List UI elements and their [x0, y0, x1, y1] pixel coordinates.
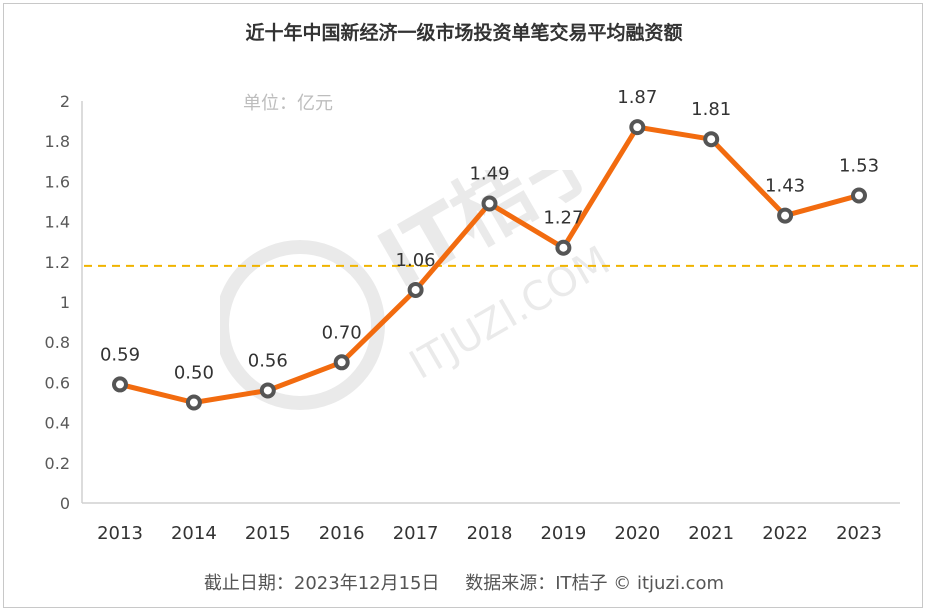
footer-source: 数据来源：IT桔子 © itjuzi.com — [465, 573, 725, 594]
x-tick-label: 2022 — [762, 523, 808, 544]
data-label: 0.59 — [100, 344, 140, 365]
unit-label: 单位：亿元 — [243, 93, 333, 114]
x-tick-label: 2020 — [614, 523, 660, 544]
data-label: 0.56 — [248, 350, 288, 371]
data-point — [629, 119, 646, 136]
y-tick-label: 1.2 — [45, 253, 70, 272]
data-point — [112, 376, 128, 393]
y-tick-label: 2 — [60, 92, 70, 111]
data-label: 1.87 — [617, 87, 657, 108]
x-tick-label: 2014 — [171, 523, 217, 544]
footer: 截止日期：2023年12月15日 数据来源：IT桔子 © itjuzi.com — [0, 569, 928, 595]
data-label: 0.50 — [174, 363, 214, 384]
x-tick-label: 2023 — [836, 523, 882, 544]
chart-title: 近十年中国新经济一级市场投资单笔交易平均融资额 — [245, 22, 683, 44]
data-point — [407, 281, 424, 298]
data-label: 1.53 — [839, 155, 879, 176]
data-label: 1.27 — [543, 208, 583, 229]
x-tick-label: 2017 — [393, 523, 439, 544]
data-label: 1.81 — [691, 99, 731, 120]
chart-frame — [3, 3, 923, 608]
y-tick-label: 0.2 — [45, 454, 70, 473]
data-label: 1.43 — [765, 176, 805, 197]
data-point — [851, 187, 867, 204]
footer-date: 截止日期：2023年12月15日 — [203, 573, 440, 594]
x-tick-label: 2013 — [97, 523, 143, 544]
y-tick-label: 1.6 — [45, 172, 70, 191]
x-tick-label: 2019 — [540, 523, 586, 544]
data-point — [481, 195, 498, 212]
y-tick-label: 0.6 — [45, 373, 70, 392]
y-tick-label: 0.8 — [45, 333, 70, 352]
data-label: 0.70 — [322, 322, 362, 343]
data-point — [185, 394, 202, 411]
data-point — [333, 354, 350, 371]
y-tick-label: 1.4 — [45, 213, 70, 232]
data-label: 1.49 — [469, 164, 509, 185]
y-tick-label: 0 — [60, 494, 70, 513]
x-tick-label: 2015 — [245, 523, 291, 544]
data-point — [259, 382, 276, 399]
data-label: 1.06 — [396, 250, 436, 271]
x-tick-label: 2018 — [467, 523, 513, 544]
y-tick-label: 1 — [60, 293, 70, 312]
data-point — [703, 131, 720, 148]
x-tick-label: 2016 — [319, 523, 365, 544]
x-tick-label: 2021 — [688, 523, 734, 544]
y-tick-label: 0.4 — [45, 414, 70, 433]
data-point — [555, 239, 572, 256]
y-tick-label: 1.8 — [45, 132, 70, 151]
data-point — [777, 207, 794, 224]
